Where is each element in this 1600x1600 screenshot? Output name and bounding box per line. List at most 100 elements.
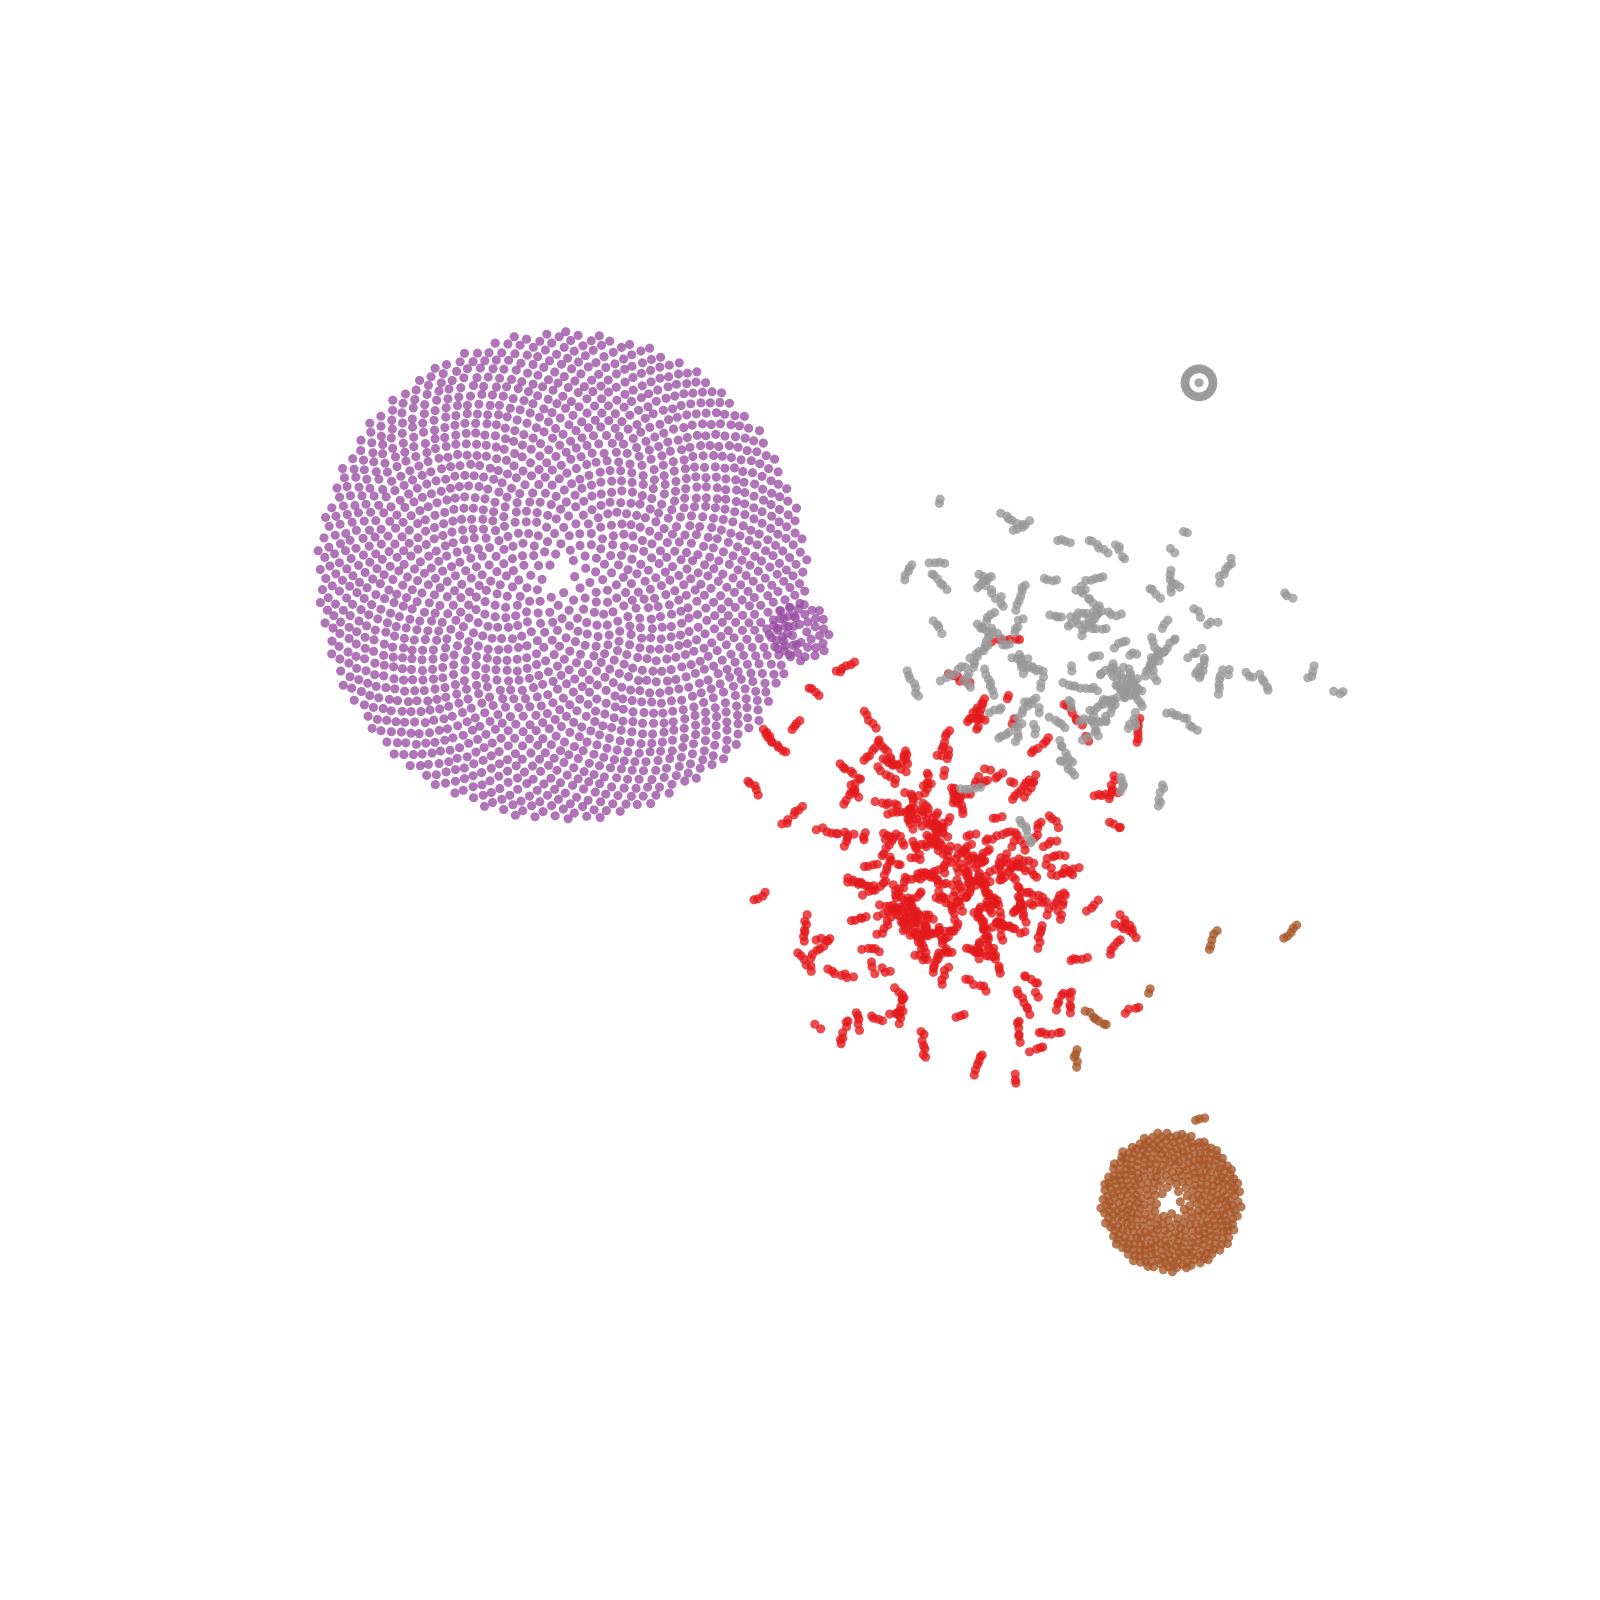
purple-cluster-point-1443: [655, 373, 665, 383]
purple-cluster-point-177: [493, 622, 503, 632]
purple-cluster-point-44: [572, 613, 583, 624]
red-cluster-point-2512: [861, 912, 871, 922]
purple-cluster-point-1375: [620, 364, 630, 374]
purple-cluster-point-1623: [769, 669, 779, 679]
purple-cluster-point-53: [559, 522, 569, 533]
purple-cluster-point-950: [678, 705, 688, 715]
purple-cluster-point-70: [552, 625, 563, 636]
purple-cluster-point-599: [600, 709, 610, 719]
purple-cluster-point-961: [721, 494, 731, 504]
purple-cluster-point-191: [639, 594, 649, 604]
gray-cluster-point-3273: [1226, 553, 1236, 563]
purple-cluster-point-226: [515, 489, 525, 499]
purple-cluster-point-1657: [761, 687, 771, 697]
purple-cluster-point-1503: [742, 446, 752, 456]
purple-cluster-point-837: [509, 733, 520, 744]
purple-cluster-point-126: [606, 520, 617, 530]
purple-cluster-point-901: [659, 428, 669, 438]
purple-cluster-point-78: [573, 626, 583, 636]
purple-cluster-point-1587: [655, 362, 665, 372]
purple-cluster-point-1082: [513, 384, 523, 394]
purple-cluster-point-50: [596, 544, 606, 554]
red-cluster-point-2283: [1109, 771, 1119, 781]
purple-cluster-point-665: [709, 564, 719, 574]
purple-cluster-point-344: [468, 503, 478, 513]
purple-cluster-point-1626: [764, 464, 774, 474]
purple-cluster-point-913: [540, 748, 551, 758]
purple-cluster-point-1119: [387, 476, 397, 486]
purple-cluster-point-1263: [374, 474, 384, 484]
red-cluster-point-2783: [1014, 634, 1025, 645]
purple-cluster-point-125: [554, 641, 565, 651]
purple-cluster-point-1225: [728, 681, 739, 691]
purple-cluster-point-1597: [788, 571, 798, 581]
purple-cluster-point-1367: [686, 399, 696, 409]
red-cluster-point-2792: [947, 947, 957, 958]
purple-cluster-point-1365: [397, 428, 407, 438]
purple-cluster-point-1550: [774, 504, 785, 515]
purple-cluster-point-862: [552, 399, 562, 409]
purple-cluster-point-1313: [348, 599, 358, 610]
red-cluster-point-2475: [995, 907, 1005, 917]
purple-cluster-point-92: [596, 522, 606, 532]
purple-cluster-point-1619: [367, 438, 377, 448]
purple-cluster-point-11: [565, 545, 575, 555]
red-cluster-point-2567: [1012, 985, 1022, 995]
purple-cluster-point-1593: [330, 530, 340, 540]
purple-cluster-point-849: [515, 405, 525, 415]
purple-cluster-point-1177: [379, 660, 389, 670]
purple-cluster-point-330: [662, 537, 672, 548]
purple-cluster-point-1303: [494, 771, 504, 781]
purple-cluster-point-1144: [750, 609, 760, 620]
purple-cluster-point-1072: [370, 532, 380, 542]
purple-cluster-point-167: [575, 649, 586, 660]
gray-cluster-point-3558: [1084, 593, 1094, 604]
purple-cluster-point-1571: [766, 476, 776, 486]
purple-cluster-point-299: [584, 470, 594, 480]
purple-cluster-point-1117: [448, 733, 458, 743]
brown-small-groups-point-3768: [1145, 984, 1155, 994]
purple-cluster-point-317: [651, 517, 661, 527]
red-cluster-point-2703: [888, 880, 898, 890]
red-cluster-point-3205: [971, 875, 982, 886]
purple-cluster-point-1671: [535, 336, 545, 346]
purple-cluster-point-318: [452, 547, 462, 557]
purple-cluster-point-268: [490, 497, 500, 507]
purple-cluster-point-926: [503, 741, 513, 751]
purple-cluster-point-604: [518, 711, 528, 721]
purple-cluster-point-1254: [763, 591, 773, 601]
purple-cluster-point-675: [628, 707, 638, 717]
purple-cluster-point-534: [692, 596, 702, 606]
purple-cluster-point-1789: [430, 363, 440, 373]
purple-cluster-point-1248: [486, 763, 496, 773]
purple-cluster-point-589: [699, 590, 710, 600]
purple-cluster-point-1693: [440, 778, 451, 788]
purple-cluster-point-1638: [431, 770, 441, 780]
purple-cluster-point-869: [712, 646, 722, 656]
purple-cluster-point-1070: [502, 755, 513, 765]
purple-cluster-point-333: [595, 467, 605, 477]
purple-cluster-point-273: [540, 472, 550, 482]
purple-cluster-point-925: [483, 410, 493, 420]
red-cluster-point-2650: [916, 1027, 926, 1037]
purple-cluster-point-1022: [430, 434, 440, 444]
brown-cluster-point-2224: [1135, 1257, 1146, 1267]
purple-cluster-point-1104: [486, 751, 496, 761]
purple-cluster-point-1417: [563, 353, 573, 363]
red-cluster-point-2817: [952, 875, 962, 885]
purple-cluster-point-723: [641, 436, 651, 446]
purple-cluster-point-1753: [349, 695, 359, 705]
purple-cluster-point-1006: [548, 385, 558, 395]
purple-cluster-point-1472: [552, 349, 562, 359]
purple-cluster-point-1075: [412, 696, 422, 706]
purple-cluster-point-1179: [452, 401, 463, 411]
purple-cluster-point-773: [547, 408, 557, 418]
purple-cluster-point-1808: [810, 622, 820, 632]
purple-cluster-point-465: [460, 655, 470, 665]
purple-cluster-point-1743: [582, 811, 592, 822]
red-cluster-point-2954: [982, 775, 993, 785]
purple-cluster-point-329: [502, 665, 512, 675]
purple-cluster-point-954: [414, 461, 424, 471]
purple-cluster-point-1360: [345, 535, 355, 545]
brown-cluster-point-2239: [1109, 1159, 1119, 1169]
